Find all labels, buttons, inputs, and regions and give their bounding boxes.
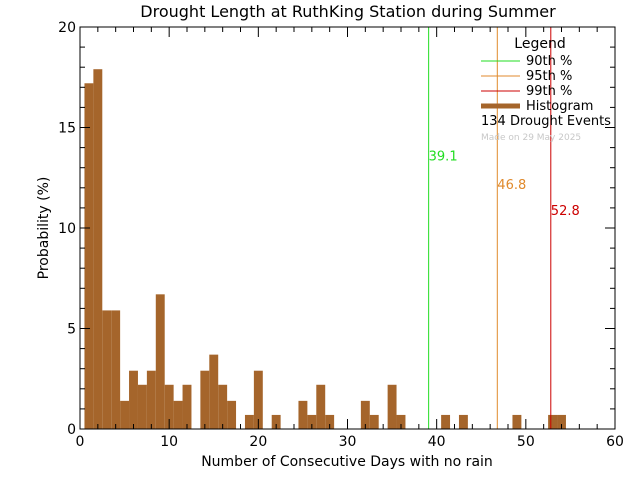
histogram-bar-4: [120, 400, 130, 429]
y-tick-label-0: 0: [67, 422, 76, 438]
histogram-bar-29: [512, 414, 522, 429]
x-tick-label-4: 40: [428, 434, 446, 450]
percentile-value-label-0: 39.1: [429, 150, 458, 165]
x-axis-label: Number of Consecutive Days with no rain: [201, 454, 493, 470]
legend-label-90th: 90th %: [526, 54, 572, 69]
histogram-bars: [84, 69, 566, 430]
y-tick-label-1: 5: [67, 322, 76, 338]
histogram-bar-11: [182, 384, 192, 429]
legend-credit: Made on 29 May 2025: [481, 133, 581, 143]
legend-label-95th: 95th %: [526, 69, 572, 84]
histogram-bar-31: [557, 414, 566, 429]
legend-title: Legend: [514, 36, 565, 52]
histogram-bar-19: [298, 400, 308, 429]
x-tick-label-2: 20: [249, 434, 267, 450]
histogram-bar-10: [173, 400, 183, 429]
legend: Legend 90th % 95th % 99th % Histogram 13…: [481, 36, 611, 143]
histogram-bar-30: [548, 414, 558, 429]
chart-title: Drought Length at RuthKing Station durin…: [140, 2, 556, 21]
histogram-bar-28: [458, 414, 468, 429]
x-tick-label-3: 30: [339, 434, 357, 450]
histogram-bar-15: [227, 400, 237, 429]
histogram-bar-25: [387, 384, 397, 429]
histogram-bar-22: [325, 414, 335, 429]
histogram-bar-27: [441, 414, 451, 429]
histogram-bar-14: [218, 384, 228, 429]
histogram-bar-23: [360, 400, 370, 429]
histogram-bar-3: [111, 310, 121, 429]
y-axis-label: Probability (%): [36, 177, 52, 280]
histogram-bar-26: [396, 414, 406, 429]
histogram-bar-20: [307, 414, 317, 429]
histogram-bar-24: [369, 414, 379, 429]
axis-ticks: 0 10 20 30 40 50 60 0 5 10 15 20: [58, 20, 624, 450]
y-tick-label-4: 20: [58, 20, 76, 36]
y-tick-label-2: 10: [58, 221, 76, 237]
x-tick-label-0: 0: [76, 434, 85, 450]
histogram-bar-13: [209, 354, 219, 429]
histogram-bar-7: [146, 370, 156, 429]
histogram-bar-16: [244, 414, 254, 429]
legend-event-count: 134 Drought Events: [481, 114, 611, 129]
histogram-bar-0: [84, 83, 94, 429]
legend-label-99th: 99th %: [526, 84, 572, 99]
y-tick-label-3: 15: [58, 121, 76, 137]
histogram-bar-21: [316, 384, 326, 429]
x-tick-label-1: 10: [160, 434, 178, 450]
histogram-bar-2: [102, 310, 112, 429]
histogram-bar-17: [253, 370, 263, 429]
histogram-bar-8: [155, 294, 165, 429]
percentile-value-label-1: 46.8: [497, 178, 526, 193]
histogram-bar-1: [93, 69, 103, 430]
percentile-value-label-2: 52.8: [551, 204, 580, 219]
histogram-bar-9: [164, 384, 174, 429]
histogram-bar-5: [129, 370, 138, 429]
x-tick-label-6: 60: [606, 434, 624, 450]
histogram-bar-18: [271, 414, 281, 429]
x-tick-label-5: 50: [517, 434, 535, 450]
histogram-bar-12: [200, 370, 210, 429]
legend-label-histogram: Histogram: [526, 99, 593, 114]
percentile-lines: 39.1 46.8 52.8: [428, 27, 580, 429]
histogram-bar-6: [137, 384, 147, 429]
